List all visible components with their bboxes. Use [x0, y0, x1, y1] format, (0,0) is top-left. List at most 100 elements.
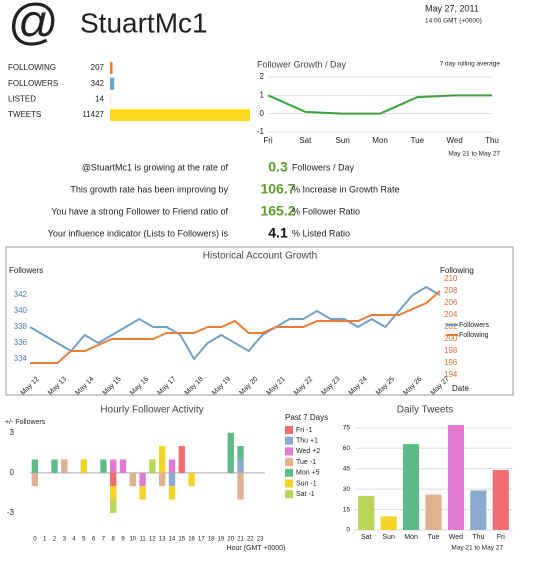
history-frame — [5, 246, 514, 396]
time: 14:00 GMT (+0000) — [425, 18, 482, 25]
x-tick-label: May 27 — [430, 376, 451, 397]
y-tick-label: 3 — [10, 428, 15, 437]
count-bar — [110, 62, 113, 74]
activity-bar — [31, 459, 39, 473]
y-tick-label: 45 — [343, 465, 351, 472]
x-tick-label: May 12 — [20, 376, 41, 397]
activity-bar — [159, 446, 166, 473]
y2-tick-label: 208 — [444, 286, 458, 295]
date: May 27, 2011 — [425, 3, 479, 13]
y-tick-label: 0 — [346, 527, 350, 534]
y-tick-label: 30 — [343, 486, 351, 493]
y-axis-label: +/- Followers — [5, 419, 46, 426]
activity-bar — [110, 486, 117, 500]
y-tick-label: 0 — [10, 468, 15, 477]
activity-bar — [31, 472, 39, 487]
activity-bar — [227, 432, 234, 473]
x-axis-label: Hour (GMT +0000) — [227, 545, 286, 552]
x-tick-label: May 13 — [47, 376, 68, 397]
x-tick-label: 5 — [82, 537, 86, 543]
x-tick-label: Thu — [485, 136, 499, 145]
x-tick-label: May 16 — [129, 376, 150, 397]
x-tick-label: Sun — [336, 136, 350, 145]
activity-bar — [61, 459, 68, 473]
growth-line — [267, 94, 492, 115]
x-tick-label: 17 — [198, 537, 205, 543]
y2-tick-label: 198 — [444, 346, 458, 355]
legend-label: Thu +1 — [296, 438, 318, 445]
history-line — [30, 290, 441, 364]
x-tick-label: 10 — [129, 537, 136, 543]
x-tick-label: Tue — [411, 136, 425, 145]
x-tick-label: May 17 — [156, 376, 177, 397]
stat-value: 4.1 — [268, 225, 288, 241]
legend-label: Fri -1 — [296, 427, 312, 434]
logo: @ — [8, 0, 59, 50]
count-bar — [110, 77, 115, 90]
activity-bar — [168, 472, 176, 487]
legend-swatch — [285, 468, 293, 477]
y2-tick-label: 202 — [444, 322, 458, 331]
x-tick-label: 20 — [227, 537, 234, 543]
stat-unit: % Increase in Growth Rate — [292, 184, 400, 194]
stat-unit: Followers / Day — [292, 162, 355, 172]
y-tick-label: -3 — [7, 508, 15, 517]
count-label: LISTED — [8, 95, 36, 104]
legend-label: Sat -1 — [296, 491, 315, 498]
stat-text: @StuartMc1 is growing at the rate of — [82, 162, 229, 172]
x-tick-label: May 21 — [266, 376, 287, 397]
x-tick-label: 1 — [43, 537, 47, 543]
legend-swatch — [285, 490, 293, 499]
y-tick-label: 336 — [14, 338, 28, 347]
activity-bar — [237, 472, 244, 500]
x-tick-label: Sat — [361, 534, 372, 541]
x-tick-label: Mon — [372, 136, 388, 145]
x-tick-label: Mon — [404, 534, 418, 541]
activity-bar — [80, 459, 88, 473]
x-tick-label: 19 — [218, 537, 225, 543]
activity-bar — [178, 446, 185, 473]
tweet-bar — [492, 470, 509, 530]
x-tick-label: May 24 — [348, 376, 369, 397]
legend-label: Followers — [459, 322, 489, 329]
y-tick-label: 1 — [260, 90, 265, 99]
x-tick-label: Fri — [263, 136, 273, 145]
x-tick-label: 7 — [102, 537, 106, 543]
handle: StuartMc1 — [80, 7, 208, 38]
stat-text: You have a strong Follower to Friend rat… — [51, 206, 228, 216]
count-value: 342 — [91, 79, 105, 88]
activity-bar — [188, 472, 195, 487]
x-tick-label: Tue — [428, 534, 440, 541]
count-bar — [110, 109, 250, 122]
y2-axis-label: Following — [440, 266, 474, 275]
y2-tick-label: 196 — [444, 358, 458, 367]
x-tick-label: May 18 — [184, 376, 205, 397]
x-tick-label: 21 — [237, 537, 244, 543]
tweet-bar — [402, 444, 420, 530]
count-value: 14 — [95, 95, 104, 104]
y2-tick-label: 200 — [444, 334, 458, 343]
x-tick-label: Fri — [497, 534, 506, 541]
stat-value: 165.2 — [260, 203, 295, 219]
x-tick-label: May 20 — [238, 376, 259, 397]
x-tick-label: May 22 — [293, 376, 314, 397]
stat-text: This growth rate has been improving by — [70, 184, 228, 194]
x-tick-label: Thu — [472, 534, 484, 541]
chart-title: Follower Growth / Day — [257, 59, 347, 69]
count-value: 207 — [91, 63, 105, 72]
y-tick-label: 15 — [343, 506, 351, 513]
y-tick-label: 75 — [343, 425, 351, 432]
y-axis-label: Followers — [9, 266, 43, 275]
activity-bar — [119, 459, 127, 473]
y-tick-label: 338 — [14, 322, 28, 331]
x-axis-label: Date — [452, 384, 469, 393]
activity-bar — [51, 459, 58, 473]
x-tick-label: 18 — [208, 537, 215, 543]
y2-tick-label: 210 — [444, 274, 458, 283]
count-label: TWEETS — [8, 110, 41, 119]
x-tick-label: May 19 — [211, 376, 232, 397]
x-tick-label: Sat — [299, 136, 312, 145]
legend-label: Mon +5 — [296, 470, 320, 477]
y-tick-label: 60 — [343, 445, 351, 452]
